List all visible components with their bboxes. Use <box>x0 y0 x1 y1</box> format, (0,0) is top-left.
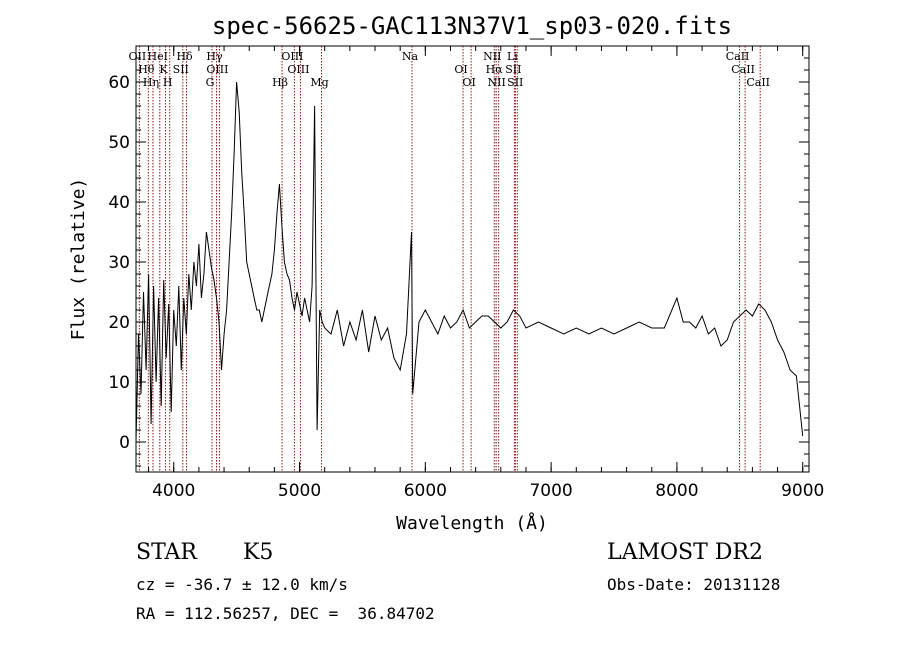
x-tick-label: 5000 <box>278 481 321 501</box>
marker-label: HeI <box>148 50 168 63</box>
marker-label: CaII <box>726 50 750 63</box>
marker-label: Hβ <box>272 76 288 89</box>
x-axis-ticks: 4000 5000 6000 7000 8000 9000 <box>148 46 824 501</box>
x-tick-label: 9000 <box>781 481 824 501</box>
plot-frame <box>135 45 810 473</box>
spectrum-line <box>135 81 804 443</box>
marker-label: Mg <box>310 76 328 89</box>
marker-label: NII <box>483 50 501 63</box>
marker-label: Hα <box>486 63 504 76</box>
redshift-readout: cz = -36.7 ± 12.0 km/s <box>136 575 348 594</box>
marker-label: Na <box>402 50 419 63</box>
coordinates: RA = 112.56257, DEC = 36.84702 <box>136 604 435 623</box>
marker-label: Hγ <box>206 50 223 63</box>
marker-label: Hη <box>143 76 159 89</box>
object-class: STAR <box>136 540 197 565</box>
object-subclass: K5 <box>243 540 274 565</box>
marker-label: G <box>206 76 215 89</box>
x-tick-label: 8000 <box>655 481 698 501</box>
obs-date: Obs-Date: 20131128 <box>607 575 781 594</box>
line-markers <box>138 46 761 472</box>
chart-title: spec-56625-GAC113N37V1_sp03-020.fits <box>212 12 732 40</box>
marker-label: Hθ <box>138 63 155 76</box>
y-tick-label: 40 <box>108 193 130 213</box>
marker-label: CaII <box>731 63 755 76</box>
y-axis-label: Flux (relative) <box>68 178 89 341</box>
x-tick-label: 7000 <box>529 481 572 501</box>
y-tick-label: 60 <box>108 73 130 93</box>
line-marker-labels: OIIHθHηHeIKHHδSIIGHγOIIIHβOIIIOIIIMgNaOI… <box>129 50 770 89</box>
x-tick-label: 6000 <box>404 481 447 501</box>
y-tick-label: 10 <box>108 373 130 393</box>
y-tick-label: 0 <box>119 433 130 453</box>
y-tick-label: 30 <box>108 253 130 273</box>
x-tick-label: 4000 <box>152 481 195 501</box>
y-tick-label: 20 <box>108 313 130 333</box>
marker-label: CaII <box>746 76 770 89</box>
marker-label: OIII <box>206 63 228 76</box>
marker-label: Hδ <box>176 50 193 63</box>
marker-label: SII <box>173 63 189 76</box>
x-axis-label: Wavelength (Å) <box>396 512 548 534</box>
marker-label: OII <box>129 50 147 63</box>
marker-label: OI <box>454 63 467 76</box>
marker-label: Li <box>507 50 518 63</box>
marker-label: OIII <box>287 63 309 76</box>
y-tick-label: 50 <box>108 133 130 153</box>
marker-label: OIII <box>281 50 303 63</box>
marker-label: OI <box>462 76 475 89</box>
marker-label: K <box>159 63 168 76</box>
marker-label: NII <box>488 76 506 89</box>
marker-label: SII <box>505 63 521 76</box>
marker-label: H <box>163 76 173 89</box>
survey-name: LAMOST DR2 <box>607 540 763 565</box>
y-axis-ticks: 0 10 20 30 40 50 60 <box>108 57 809 467</box>
marker-label: SII <box>507 76 523 89</box>
